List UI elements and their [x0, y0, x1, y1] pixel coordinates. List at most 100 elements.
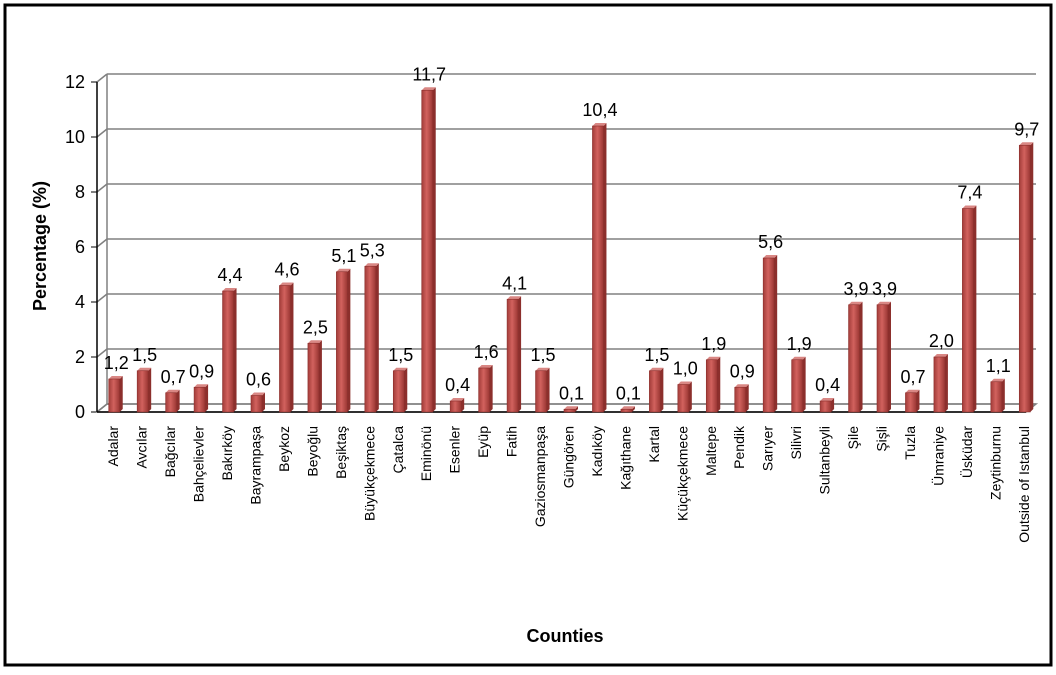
bar-front [705, 359, 718, 413]
value-label: 11,7 [412, 64, 446, 84]
value-label: 7,4 [957, 183, 982, 203]
x-tick-label: Kartal [646, 426, 662, 463]
bar-top [649, 367, 664, 371]
gridline-depth [96, 73, 108, 83]
value-label: 0,1 [616, 383, 641, 403]
bar-11 [392, 367, 408, 413]
bar-side [546, 367, 550, 412]
bar-front [962, 208, 974, 413]
bar-29 [905, 389, 920, 413]
y-tick-label: 6 [75, 237, 85, 257]
value-label: 1,5 [132, 345, 157, 365]
bar-top [791, 356, 806, 360]
bar-7 [279, 282, 294, 413]
bar-24 [762, 255, 778, 413]
bar-front [592, 125, 604, 413]
bar-5 [222, 288, 237, 413]
x-tick-label: Eyüp [475, 426, 491, 458]
value-label: 1,6 [474, 342, 499, 362]
value-label: 1,5 [388, 345, 413, 365]
bar-side [518, 296, 522, 412]
value-label: 0,1 [559, 383, 584, 403]
x-tick-label: Beykoz [276, 426, 292, 472]
value-label: 0,4 [445, 375, 470, 395]
bar-top [507, 296, 522, 300]
bar-21 [677, 381, 692, 413]
bar-front [364, 265, 377, 413]
bar-front [421, 89, 434, 413]
bar-top [990, 378, 1005, 382]
bar-3 [165, 389, 180, 413]
value-label: 1,5 [644, 345, 669, 365]
x-tick-label: Outside of Istanbul [1016, 426, 1032, 543]
bar-front [392, 370, 405, 413]
bar-side [745, 384, 749, 412]
bar-side [944, 354, 948, 412]
bar-front [791, 359, 803, 413]
y-tick-label: 2 [75, 347, 85, 367]
bar-front [620, 408, 633, 413]
bar-side [688, 381, 692, 412]
bar-side [888, 301, 891, 412]
value-label: 1,2 [104, 353, 129, 373]
bar-4 [193, 384, 209, 413]
x-tick-label: Beyoğlu [304, 426, 320, 477]
bar-top [165, 389, 180, 393]
bar-front [535, 370, 547, 413]
bar-side [774, 255, 778, 412]
value-label: 0,4 [815, 375, 840, 395]
bar-front [990, 381, 1003, 413]
bar-front [449, 400, 462, 413]
x-tick-label: Sultanbeyli [817, 426, 833, 495]
bar-side [831, 398, 835, 412]
bar-front [876, 304, 889, 413]
bar-front [933, 356, 946, 413]
bar-33 [1018, 142, 1034, 413]
x-axis-title: Counties [526, 626, 603, 646]
value-label: 4,1 [502, 273, 527, 293]
x-tick-label: Esenler [447, 426, 463, 474]
bar-2 [136, 367, 152, 413]
gridline-depth [96, 238, 108, 248]
bar-side [631, 406, 635, 412]
bar-side [973, 205, 977, 412]
value-label: 1,9 [787, 334, 812, 354]
bar-top [848, 301, 863, 305]
y-axis-title: Percentage (%) [30, 181, 50, 311]
x-tick-label: Ümraniye [929, 426, 946, 486]
bar-side [148, 367, 152, 412]
bar-front [165, 392, 177, 413]
bar-front [563, 408, 576, 413]
x-tick-label: Çatalca [390, 426, 406, 474]
bar-top [905, 389, 920, 393]
bar-front [848, 304, 860, 413]
x-tick-label: Bağcılar [162, 426, 178, 478]
x-tick-label: Sarıyer [760, 426, 776, 471]
bar-top [364, 263, 379, 267]
value-label: 1,5 [531, 345, 556, 365]
bar-front [279, 285, 291, 413]
bar-side [432, 87, 436, 412]
x-tick-label: Zeytinburnu [987, 426, 1003, 500]
bar-top [1019, 142, 1034, 146]
bar-side [859, 301, 863, 412]
bar-side [290, 282, 294, 412]
bar-top [393, 367, 408, 371]
bar-side [233, 288, 237, 412]
gridline-depth [96, 348, 108, 358]
bar-side [119, 376, 123, 412]
x-tick-label: Büyükçekmece [361, 426, 377, 521]
bar-top [307, 340, 322, 344]
x-tick-label: Güngören [561, 426, 577, 488]
value-label: 3,9 [844, 279, 869, 299]
bar-13 [449, 398, 465, 413]
bar-side [717, 356, 721, 412]
bar-top [535, 367, 550, 371]
x-tick-label: Bakırköy [219, 426, 235, 480]
bar-side [176, 389, 180, 412]
bar-front [250, 395, 263, 413]
bar-side [318, 340, 322, 412]
bar-side [603, 123, 607, 412]
